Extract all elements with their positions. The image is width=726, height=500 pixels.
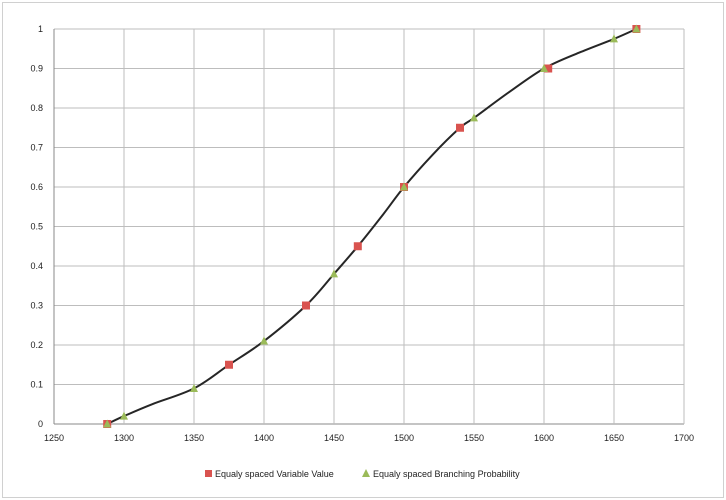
legend: Equaly spaced Variable Value Equaly spac… bbox=[205, 469, 520, 479]
grid-layer bbox=[53, 28, 685, 425]
y-tick-label: 0.1 bbox=[30, 380, 43, 390]
variable-value-point bbox=[225, 360, 233, 369]
x-tick-label: 1450 bbox=[324, 433, 344, 443]
branching-probability-point bbox=[260, 336, 268, 345]
legend-label-variable-value: Equaly spaced Variable Value bbox=[215, 469, 334, 479]
branching-probability-point bbox=[610, 34, 618, 43]
x-tick-label: 1700 bbox=[674, 433, 694, 443]
variable-value-point bbox=[456, 123, 464, 132]
legend-marker-variable-value bbox=[205, 470, 212, 477]
variable-value-point bbox=[353, 242, 362, 251]
y-tick-label: 0.7 bbox=[30, 143, 43, 153]
y-tick-label: 0.2 bbox=[30, 340, 43, 350]
legend-label-branching-probability: Equaly spaced Branching Probability bbox=[373, 469, 520, 479]
variable-value-point bbox=[302, 301, 310, 310]
x-tick-label: 1300 bbox=[114, 433, 134, 443]
y-tick-label: 0.4 bbox=[30, 261, 43, 271]
branching-probability-point bbox=[120, 411, 128, 420]
x-tick-labels: 1250 1300 1350 1400 1450 1500 1550 1600 1650 1700 bbox=[44, 433, 694, 443]
branching-probability-point bbox=[400, 182, 408, 191]
x-tick-label: 1600 bbox=[534, 433, 554, 443]
variable-value-point bbox=[544, 64, 553, 73]
marker-layer bbox=[103, 24, 641, 428]
x-tick-label: 1500 bbox=[394, 433, 414, 443]
y-tick-label: 0 bbox=[38, 419, 43, 429]
y-tick-label: 0.9 bbox=[30, 64, 43, 74]
legend-marker-branching-probability bbox=[362, 469, 370, 477]
branching-probability-point bbox=[103, 419, 112, 428]
branching-probability-point bbox=[330, 269, 338, 278]
x-tick-label: 1550 bbox=[464, 433, 484, 443]
y-tick-label: 0.6 bbox=[30, 182, 43, 192]
y-tick-label: 1 bbox=[38, 24, 43, 34]
y-tick-labels: 0 0.1 0.2 0.3 0.4 0.5 0.6 0.7 0.8 0.9 1 bbox=[30, 24, 43, 429]
x-tick-label: 1350 bbox=[184, 433, 204, 443]
y-tick-label: 0.8 bbox=[30, 103, 43, 113]
x-tick-label: 1650 bbox=[604, 433, 624, 443]
branching-probability-point bbox=[190, 383, 198, 392]
y-tick-label: 0.5 bbox=[30, 222, 43, 232]
branching-probability-point bbox=[540, 64, 548, 72]
branching-probability-point bbox=[470, 113, 478, 122]
y-tick-label: 0.3 bbox=[30, 301, 43, 311]
x-tick-label: 1250 bbox=[44, 433, 64, 443]
x-tick-label: 1400 bbox=[254, 433, 274, 443]
branching-probability-point bbox=[632, 24, 641, 33]
